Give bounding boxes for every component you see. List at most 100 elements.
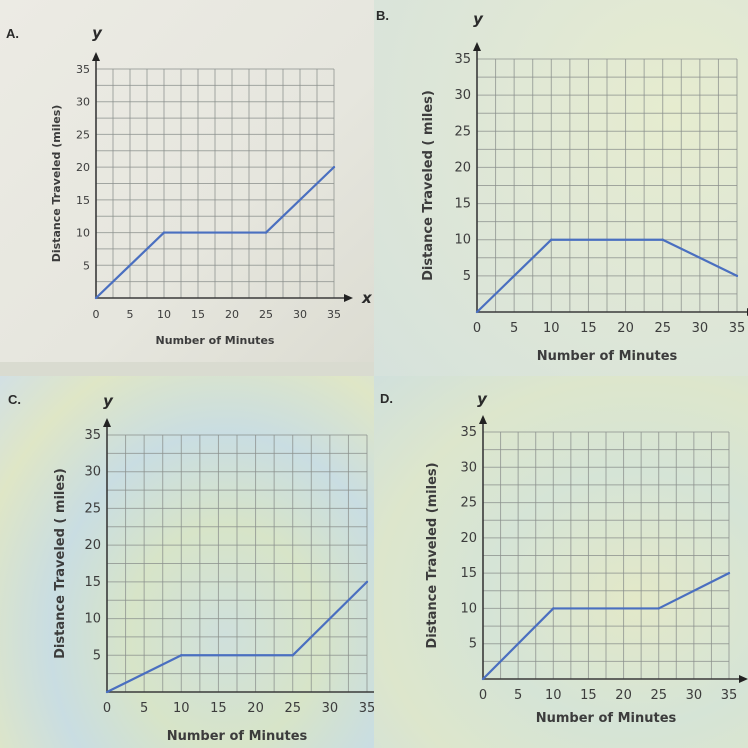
y-tick-label: 35 [76,63,90,76]
x-tick-label: 0 [473,321,481,336]
data-point [162,231,166,234]
y-tick-label: 15 [454,197,471,212]
chart-panel-d: D. y 5 10 15 20 25 30 35 0 5 10 15 20 25 30 35 Number of … [374,376,748,748]
data-point [94,296,98,300]
x-tick-label: 20 [615,688,632,703]
panel-label: C. [8,392,21,407]
x-tick-label: 0 [103,701,111,716]
data-point [550,238,553,241]
x-axis-arrow-icon [344,294,353,302]
y-tick-label: 10 [76,227,90,240]
x-tick-label: 10 [545,688,562,703]
panel-label: A. [6,26,19,41]
y-tick-label: 35 [460,425,477,440]
x-axis-title: Number of Minutes [537,349,678,364]
chart-b: B. y 5 10 15 20 25 30 35 0 5 10 15 20 25 30 35 Number of … [376,8,748,364]
y-tick-label: 5 [469,637,477,652]
y-tick-label: 25 [76,128,90,141]
x-tick-label: 25 [650,688,667,703]
y-tick-label: 20 [454,160,471,175]
y-axis-title: Distance Traveled (miles) [425,462,440,648]
data-point [180,654,183,657]
x-tick-label: 25 [654,321,671,336]
data-point [735,274,739,277]
y-axis-arrow-icon [479,415,487,424]
x-tick-label: 0 [479,688,487,703]
x-axis-name: x [361,289,373,307]
x-tick-label: 15 [191,308,205,321]
y-tick-label: 5 [83,259,90,272]
x-tick-label: 30 [293,308,307,321]
series-line-segment [475,238,553,314]
data-point [105,690,109,694]
y-tick-label: 30 [84,465,101,480]
data-point [661,238,664,241]
y-axis-arrow-icon [473,42,481,51]
data-point [481,677,485,681]
y-axis-name: y [92,24,103,42]
y-tick-label: 20 [460,531,477,546]
y-tick-label: 15 [460,566,477,581]
data-point [264,231,268,234]
x-tick-label: 5 [514,688,522,703]
x-tick-label: 15 [580,688,597,703]
x-tick-label: 35 [721,688,738,703]
x-axis-title: Number of Minutes [167,729,308,744]
data-point [291,654,294,657]
y-tick-label: 10 [84,612,101,627]
x-axis-title: Number of Minutes [156,334,275,347]
x-tick-label: 30 [692,321,709,336]
y-axis-title: Distance Traveled (miles) [50,105,63,263]
x-tick-label: 35 [729,321,746,336]
data-point [727,572,731,575]
y-tick-label: 10 [454,233,471,248]
panel-label: B. [376,8,389,23]
panel-label: D. [380,391,393,406]
data-point [552,607,555,610]
x-tick-label: 25 [259,308,273,321]
y-axis-title: Distance Traveled ( miles) [53,468,68,659]
series-line-segment [481,607,555,681]
panel-divider [0,362,374,376]
x-axis-arrow-icon [739,675,748,683]
x-tick-label: 35 [327,308,341,321]
x-tick-label: 30 [686,688,703,703]
y-tick-label: 30 [76,96,90,109]
x-tick-label: 20 [617,321,634,336]
y-tick-label: 5 [93,648,101,663]
x-tick-label: 15 [580,321,597,336]
y-axis-name: y [477,390,488,408]
chart-panel-c: C. y 5 10 15 20 25 30 35 0 5 10 15 20 25 30 35 Number of … [0,376,374,748]
series-line-segment [661,238,739,277]
x-tick-label: 5 [140,701,148,716]
y-axis-name: y [103,392,114,410]
y-tick-label: 35 [84,428,101,443]
y-tick-label: 25 [460,496,477,511]
x-tick-label: 35 [359,701,374,716]
x-tick-label: 10 [157,308,171,321]
x-tick-label: 20 [225,308,239,321]
y-axis-arrow-icon [103,418,111,427]
y-axis-title: Distance Traveled ( miles) [421,90,436,281]
x-tick-label: 20 [247,701,264,716]
x-tick-label: 15 [210,701,227,716]
y-tick-label: 25 [84,501,101,516]
x-tick-label: 5 [510,321,518,336]
y-tick-label: 15 [84,575,101,590]
y-tick-label: 20 [76,161,90,174]
x-tick-label: 10 [543,321,560,336]
y-tick-label: 30 [454,88,471,103]
y-tick-label: 15 [76,194,90,207]
series-line-segment [94,231,166,300]
series-line-segment [105,654,183,694]
chart-panel-a: A. y x 5 10 15 20 25 30 35 0 5 10 15 20 25 30 35 Number of… [0,0,374,362]
data-point [332,166,336,169]
x-tick-label: 25 [284,701,301,716]
chart-panel-b: B. y 5 10 15 20 25 30 35 0 5 10 15 20 25 30 35 Number of … [374,0,748,376]
series-line-segment [291,580,369,657]
y-tick-label: 10 [460,601,477,616]
series-line-segment [657,572,731,610]
chart-a: A. y x 5 10 15 20 25 30 35 0 5 10 15 20 25 30 35 Number of… [6,24,373,347]
x-tick-label: 5 [127,308,134,321]
y-tick-label: 20 [84,538,101,553]
